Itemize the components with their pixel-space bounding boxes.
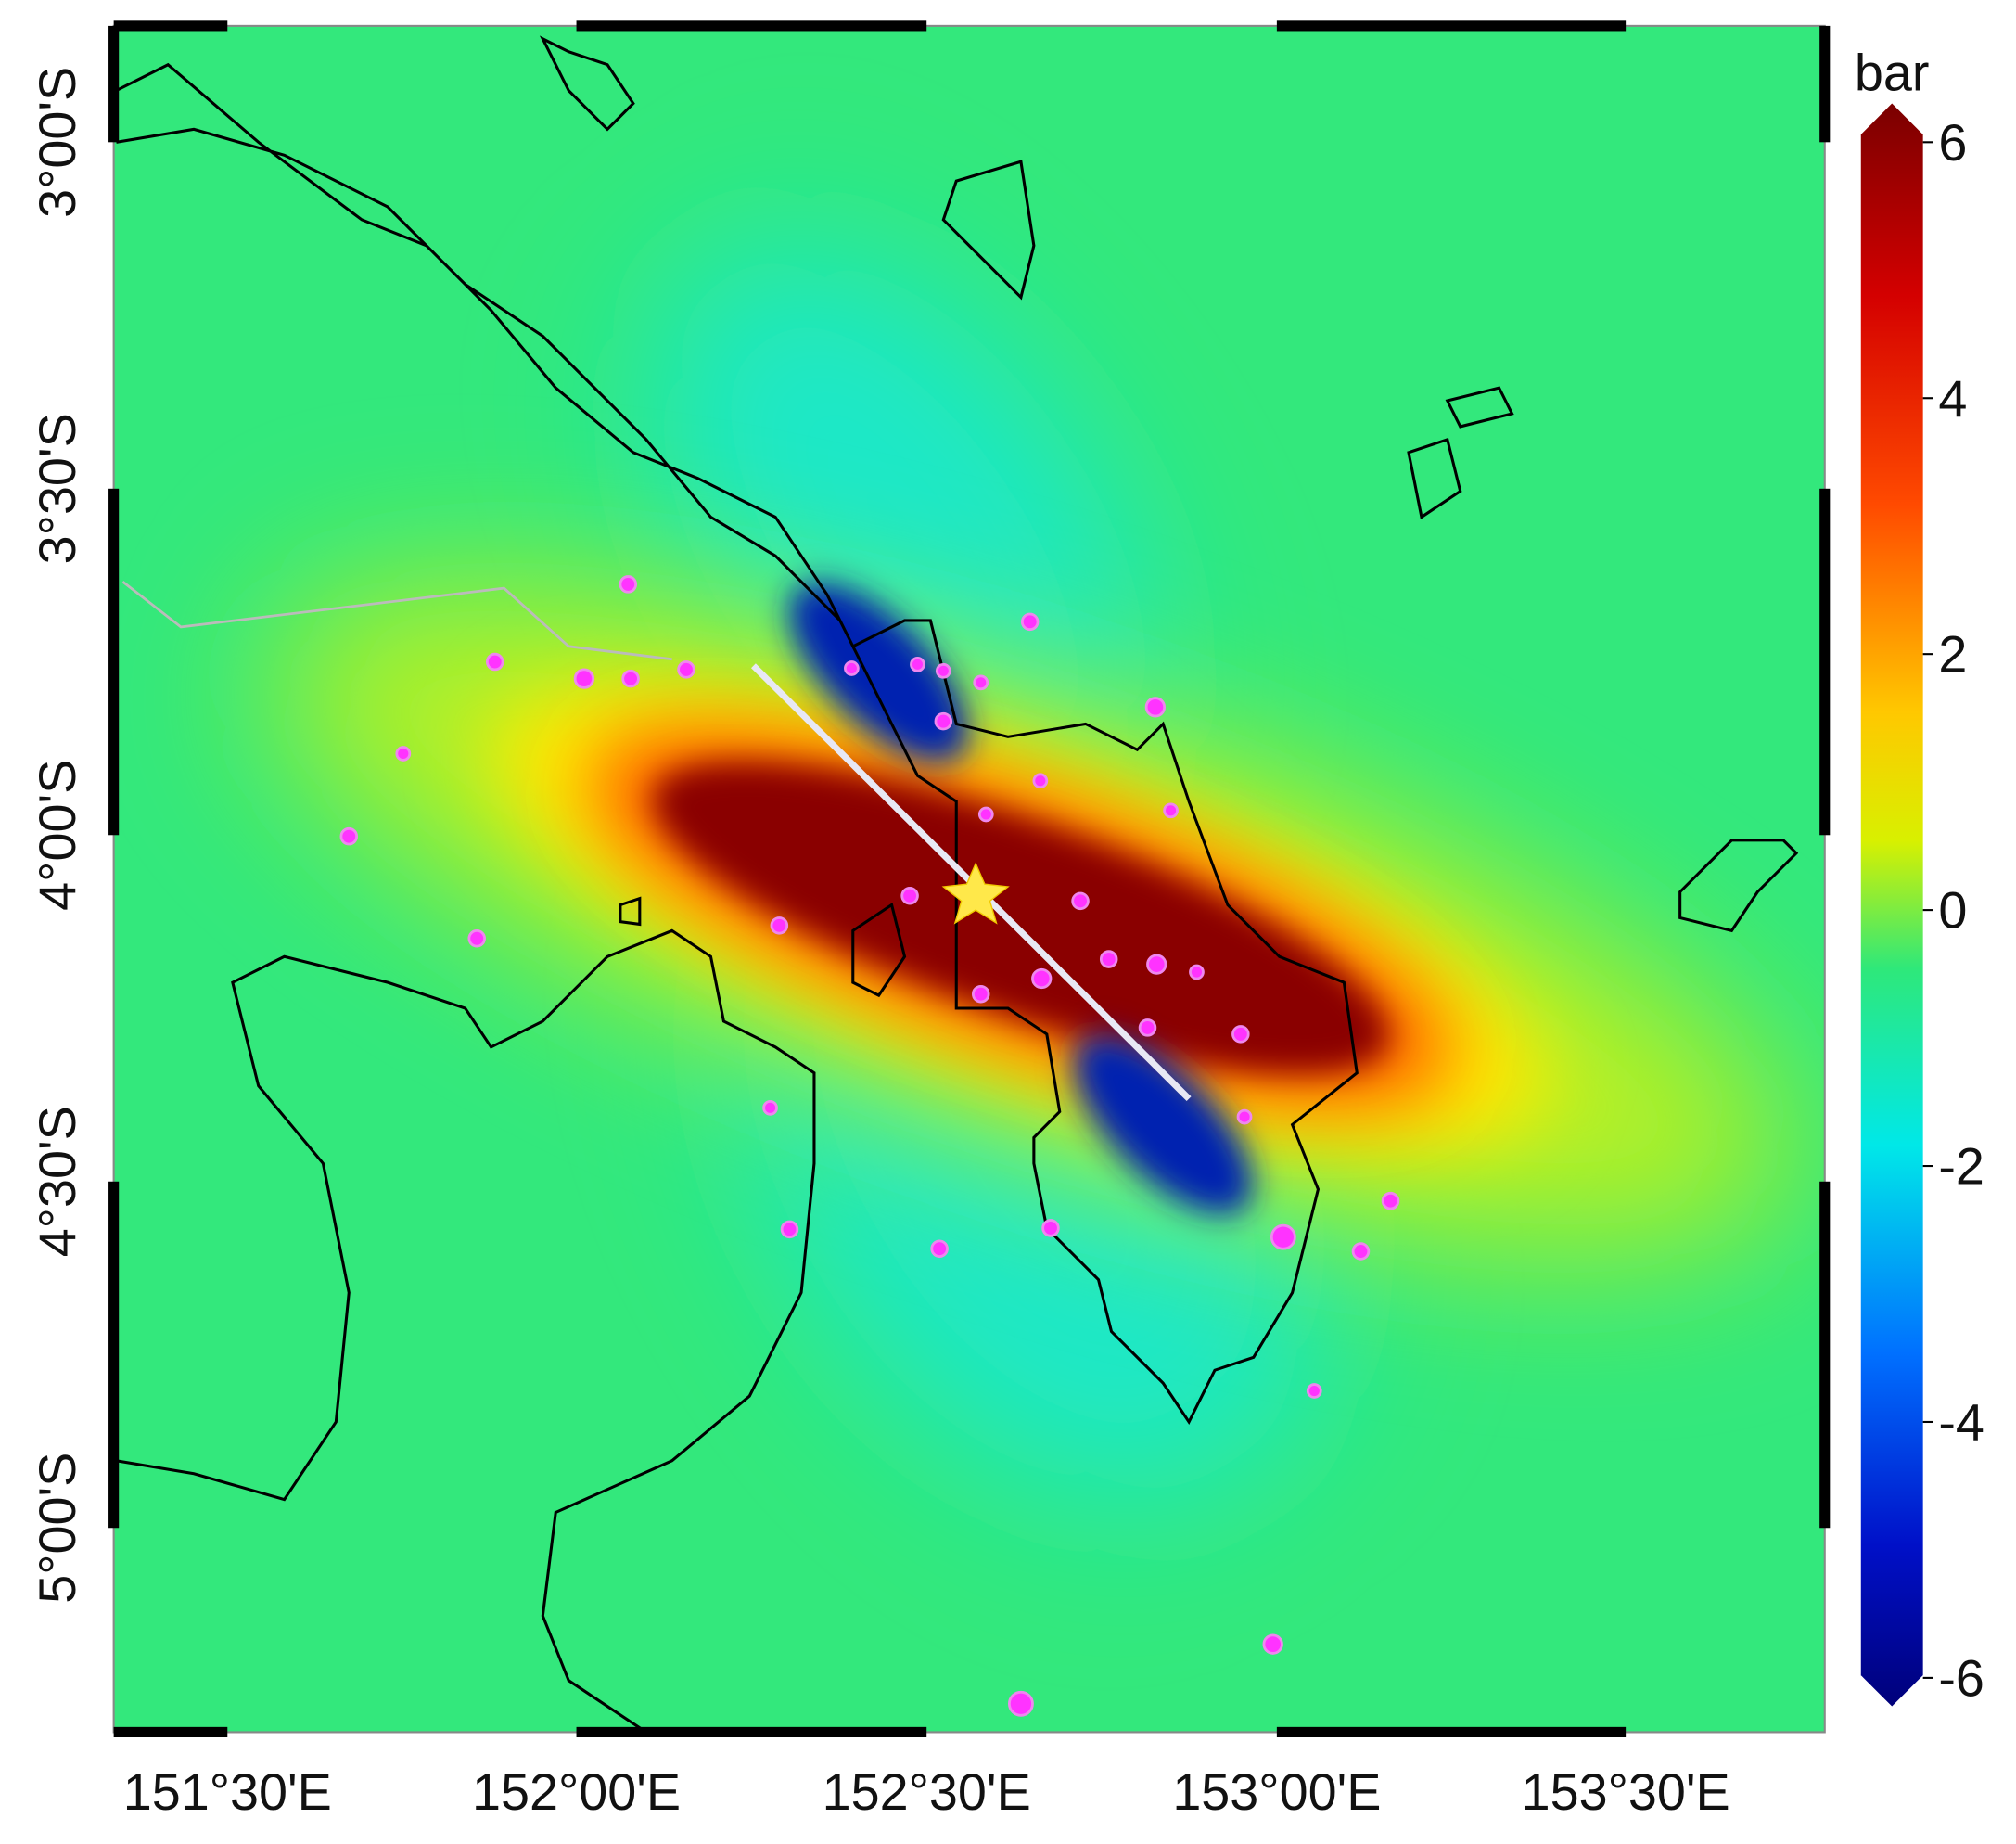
stress-field [113, 25, 1825, 1733]
boundary [121, 581, 672, 661]
colorbar-tick-label: -4 [1938, 1393, 1984, 1451]
aftershocks [339, 575, 1400, 1717]
x-tick-label: 151°30'E [123, 1763, 332, 1821]
y-tick-label: 3°00'S [29, 67, 86, 218]
colorbar-tick-label: -2 [1938, 1138, 1984, 1196]
x-tick-label: 152°00'E [472, 1763, 681, 1821]
x-tick-label: 153°00'E [1172, 1763, 1381, 1821]
frame-border [108, 20, 1831, 1738]
coastline [115, 35, 1799, 1733]
y-tick-label: 5°00'S [29, 1453, 86, 1604]
epicenter [941, 862, 1010, 925]
colorbar-label: bar [1855, 45, 1930, 102]
colorbar [1860, 103, 1923, 1707]
colorbar-tick-label: 6 [1938, 114, 1967, 172]
colorbar-tick-label: 0 [1938, 882, 1967, 940]
y-tick-label: 4°30'S [29, 1106, 86, 1257]
y-tick-label: 3°30'S [29, 413, 86, 564]
y-tick-label: 4°00'S [29, 760, 86, 911]
colorbar-tick-label: 4 [1938, 370, 1967, 428]
x-tick-label: 152°30'E [823, 1763, 1031, 1821]
colorbar-tick-label: -6 [1938, 1649, 1984, 1707]
x-tick-label: 153°30'E [1522, 1763, 1730, 1821]
colorbar-tick-label: 2 [1938, 626, 1967, 684]
